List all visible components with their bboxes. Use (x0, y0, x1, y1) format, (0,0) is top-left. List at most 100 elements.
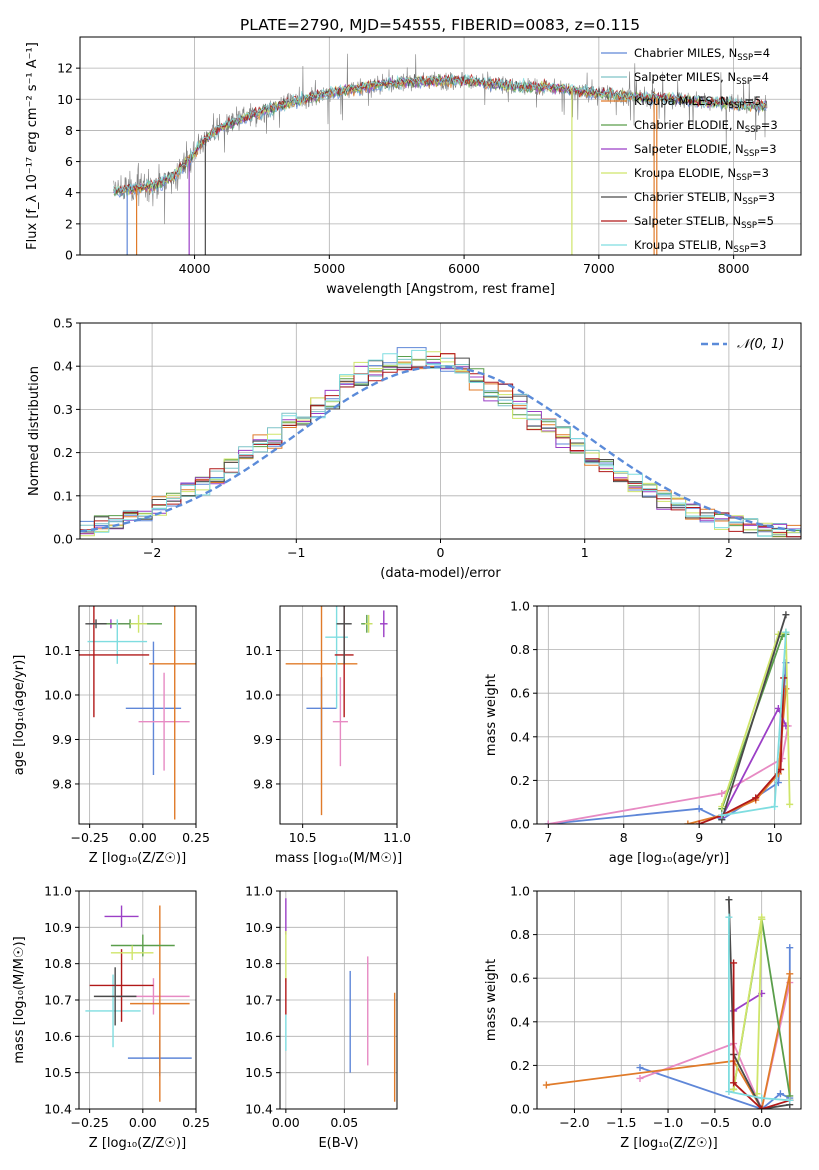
plot-marks (544, 611, 794, 824)
mass-weight-vs-metallicity-panel: −2.0 −1.5 −1.0 −0.5 0.0 0.0 0.2 0.4 0.6 0.8 1.0 Z [… (484, 884, 802, 1151)
mass-weight-marker (786, 970, 794, 978)
x-tick-label: 0.25 (182, 830, 210, 845)
y-tick-label: 10.9 (44, 920, 72, 935)
grid-lines (79, 606, 197, 824)
x-axis-label: (data-model)/error (380, 566, 501, 581)
mass-weight-marker (786, 1096, 794, 1104)
legend-entry-subscript: SSP (742, 197, 758, 207)
plot-marks (285, 606, 388, 816)
legend-entry-count: =4 (752, 70, 769, 84)
legend-entry: Salpeter ELODIE, NSSP=3 (634, 142, 777, 159)
x-tick-label: 1 (581, 545, 589, 560)
normal-distribution-curve (80, 365, 801, 533)
residual-histogram-step (80, 349, 801, 537)
y-tick-label: 6 (65, 154, 73, 169)
x-tick-label: 8 (620, 830, 628, 845)
y-tick-label: 8 (65, 123, 73, 138)
y-tick-label: 11.0 (44, 884, 72, 899)
y-tick-label: 0 (65, 248, 73, 263)
legend-entry-subscript: SSP (744, 149, 760, 159)
y-tick-label: 11.0 (245, 884, 273, 899)
y-tick-label: 1.0 (510, 884, 530, 899)
legend-entry-subscript: SSP (734, 245, 750, 255)
legend-entry-subscript: SSP (745, 125, 761, 135)
legend-entry: Chabrier MILES, NSSP=4 (634, 46, 770, 63)
y-tick-label: 0.4 (510, 1014, 530, 1029)
y-tick-label: 10.4 (245, 1102, 273, 1117)
axes-frame (536, 605, 802, 825)
plot-marks (85, 905, 192, 1102)
y-tick-label: 0.4 (53, 359, 73, 374)
model-spectrum-line (113, 73, 767, 195)
mass-weight-marker (730, 959, 738, 967)
x-tick-label: 5000 (313, 261, 345, 276)
y-axis-label: Normed distribution (27, 366, 42, 496)
y-tick-label: 0.4 (510, 729, 530, 744)
y-tick-label: 10.8 (44, 956, 72, 971)
y-tick-label: 9.8 (52, 776, 72, 791)
legend: Chabrier MILES, NSSP=4 Salpeter MILES, N S… (601, 46, 778, 255)
legend-entry: 𝒩(0, 1) (737, 337, 784, 352)
y-tick-label: 10.6 (245, 1029, 273, 1044)
y-tick-label: 10.7 (245, 993, 273, 1008)
legend-entry-name: Salpeter MILES, N (634, 70, 736, 84)
y-tick-label: 0.0 (53, 532, 73, 547)
mass-weight-marker (758, 1094, 766, 1102)
y-tick-label: 10.0 (245, 687, 273, 702)
legend-entry: Chabrier ELODIE, NSSP=3 (634, 118, 778, 135)
legend-entry-name: Kroupa ELODIE, N (634, 166, 736, 180)
y-tick-label: 0.1 (53, 488, 73, 503)
x-tick-label: 7000 (583, 261, 615, 276)
grid-lines (280, 606, 398, 824)
legend-entry-count: =3 (758, 190, 775, 204)
legend-entry: Kroupa MILES, NSSP=5 (634, 94, 761, 111)
mass-vs-metallicity-panel: −0.25 0.00 0.25 10.4 10.5 10.6 10.7 10.8 10.9 11.… (12, 884, 210, 1152)
mass-weight-marker (725, 1088, 733, 1096)
mass-weight-line (732, 917, 763, 1094)
axes-frame (536, 890, 802, 1110)
y-tick-label: 0.5 (53, 316, 73, 331)
plot-marks (80, 347, 801, 538)
x-tick-label: −2.0 (559, 1115, 589, 1130)
x-tick-label: 11.0 (383, 830, 411, 845)
mass-weight-marker (771, 803, 779, 811)
x-tick-label: 0.00 (272, 1115, 300, 1130)
legend-entry-count: =3 (752, 166, 769, 180)
legend-entry: Salpeter STELIB, NSSP=5 (634, 214, 774, 231)
y-tick-label: 12 (57, 61, 73, 76)
y-tick-label: 0.2 (53, 445, 73, 460)
axes-frame (78, 890, 197, 1110)
mass-weight-marker (636, 1074, 644, 1082)
y-tick-label: 10.4 (44, 1102, 72, 1117)
y-tick-label: 9.8 (253, 776, 273, 791)
legend-entry-count: =4 (753, 46, 770, 60)
y-tick-label: 10.7 (44, 993, 72, 1008)
mass-weight-marker (752, 794, 760, 802)
y-tick-label: 0.2 (510, 773, 530, 788)
mass-weight-marker (544, 820, 552, 824)
age-vs-metallicity-panel: −0.25 0.00 0.25 9.8 9.9 10.0 10.1 Z [log₁₀(Z/Z☉… (12, 605, 210, 866)
x-axis-label: E(B-V) (318, 1136, 358, 1151)
x-tick-label: 4000 (179, 261, 211, 276)
mass-vs-extinction-panel: 0.00 0.05 10.4 10.5 10.6 10.7 10.8 10.9 11.0 E(B-… (245, 884, 398, 1151)
mass-weight-marker (782, 628, 790, 636)
y-axis-label: Flux [f_λ 10⁻¹⁷ erg cm⁻² s⁻¹ A⁻¹] (25, 42, 40, 250)
y-tick-label: 1.0 (510, 599, 530, 614)
grid-lines (79, 890, 197, 1110)
x-tick-label: 0.05 (330, 1115, 358, 1130)
y-tick-label: 9.9 (52, 732, 72, 747)
x-tick-label: 8000 (718, 261, 750, 276)
x-tick-label: −1.0 (653, 1115, 683, 1130)
x-axis-label: Z [log₁₀(Z/Z☉)] (620, 1136, 717, 1151)
mass-weight-marker (695, 820, 703, 824)
figure-title: PLATE=2790, MJD=54555, FIBERID=0083, z=0… (240, 16, 640, 34)
x-tick-label: 0.00 (129, 830, 157, 845)
axes-frame (279, 890, 398, 1110)
legend-entry-name: Chabrier STELIB, N (634, 190, 742, 204)
y-tick-label: 10.5 (245, 1065, 273, 1080)
y-axis-label: mass weight (484, 959, 499, 1041)
plot-marks (542, 896, 794, 1109)
mass-weight-marker (782, 611, 790, 619)
mass-weight-marker (718, 803, 726, 811)
